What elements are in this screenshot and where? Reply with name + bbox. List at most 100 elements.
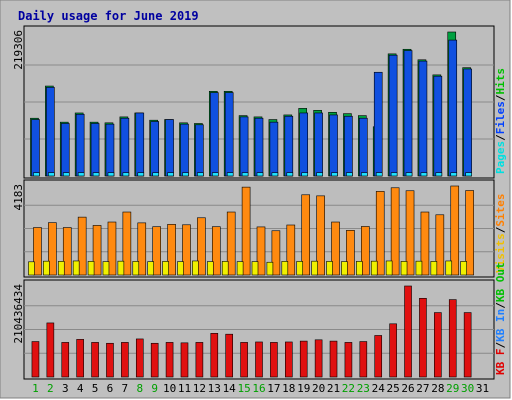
bar-kb-f-day-4 [76,339,84,378]
bar-sites-day-7 [122,211,132,276]
bar-sites-day-3 [62,227,72,276]
legend-entry: Sites [494,194,507,227]
bar-files-day-6 [105,123,115,177]
bar-files-day-10 [165,119,174,177]
x-tick-label: 14 [223,382,237,395]
bar-pages-day-25 [390,172,398,177]
bar-kb-f-day-5 [91,342,99,378]
bar-visits-day-7 [117,260,125,276]
bar-sites-day-26 [405,190,415,276]
legend-entry: Pages [494,141,507,174]
legend-entry: Files [494,101,507,134]
bar-pages-day-6 [107,172,115,177]
bar-pages-day-26 [405,172,413,177]
bar-pages-day-15 [241,172,249,177]
bar-visits-day-1 [28,261,35,276]
bar-files-day-25 [388,54,398,177]
bar-visits-day-19 [296,261,304,276]
bar-visits-day-2 [43,260,50,276]
x-tick-label: 9 [151,382,158,395]
bar-kb-f-day-13 [210,333,219,378]
x-tick-label: 25 [387,382,400,395]
bar-visits-day-29 [445,260,453,276]
x-tick-label: 31 [476,382,489,395]
bar-sites-day-24 [375,191,385,276]
x-tick-label: 17 [267,382,280,395]
bar-pages-day-2 [48,172,55,177]
bar-pages-day-5 [92,172,100,177]
x-tick-label: 12 [193,382,206,395]
bar-kb-f-day-2 [46,322,55,378]
bar-sites-day-9 [152,226,161,276]
bar-files-day-12 [195,124,204,177]
x-tick-label: 15 [237,382,250,395]
bar-visits-day-9 [147,261,154,276]
bar-sites-day-4 [77,216,87,276]
panel-bottom-legend: KB F/KB In/KB Out [494,262,507,375]
bar-visits-day-14 [221,261,229,276]
bar-files-day-21 [329,114,338,177]
bar-sites-day-6 [107,221,117,276]
bar-files-day-11 [180,123,189,177]
bar-kb-f-day-23 [359,341,368,378]
bar-visits-day-11 [177,261,184,276]
x-tick-label: 11 [178,382,191,395]
bar-pages-day-17 [271,172,279,177]
x-tick-label: 26 [401,382,414,395]
x-tick-label: 30 [461,382,474,395]
x-tick-label: 21 [327,382,340,395]
x-tick-label: 5 [92,382,99,395]
bar-kb-f-day-14 [225,333,233,378]
bar-sites-day-27 [420,211,430,276]
bar-sites-day-2 [48,222,57,276]
bar-kb-f-day-24 [374,335,383,378]
x-tick-label: 13 [208,382,221,395]
bar-visits-day-20 [311,260,318,276]
bar-pages-day-20 [316,172,323,177]
bar-files-day-2 [46,87,55,177]
x-tick-label: 16 [252,382,265,395]
x-tick-label: 27 [416,382,429,395]
bar-visits-day-24 [370,260,378,276]
bar-kb-f-day-28 [434,312,442,378]
bar-kb-f-day-19 [299,340,308,378]
bar-kb-f-day-17 [270,342,278,378]
bar-kb-f-day-15 [240,342,248,378]
bar-sites-day-11 [182,224,191,276]
bar-files-day-27 [418,60,428,177]
panel-bottom-ymax-label: 210436434 [12,284,25,344]
bar-visits-day-16 [251,261,259,276]
bar-files-day-5 [90,123,100,177]
bar-kb-f-day-21 [329,340,338,378]
bar-visits-day-27 [415,260,423,276]
bar-files-day-14 [224,92,234,177]
bar-sites-day-1 [33,227,42,276]
bar-files-day-24 [373,71,383,177]
bar-visits-day-4 [72,260,80,276]
bar-pages-day-1 [33,172,40,177]
bar-visits-day-28 [430,261,438,276]
bar-pages-day-28 [435,172,443,177]
bar-sites-day-22 [346,230,355,276]
bar-kb-f-day-27 [419,297,427,378]
bar-pages-day-9 [152,172,159,177]
bar-pages-day-10 [167,172,174,177]
bar-visits-day-6 [102,261,110,276]
panel-top-legend: Pages/Files/Hits [494,68,507,174]
bar-visits-day-30 [460,261,467,276]
bar-sites-day-5 [92,225,102,276]
bar-files-day-20 [314,112,323,177]
bar-sites-day-10 [167,224,176,276]
bar-sites-day-13 [211,226,221,276]
x-tick-label: 22 [342,382,355,395]
bar-files-day-17 [269,121,279,177]
bar-visits-day-22 [341,261,348,276]
bar-pages-day-21 [331,172,338,177]
bar-pages-day-22 [346,172,353,177]
bar-pages-day-4 [77,172,85,177]
bar-pages-day-13 [211,172,219,177]
bar-sites-day-28 [435,214,445,276]
legend-entry: Hits [494,68,507,95]
bar-visits-day-10 [162,261,169,276]
bar-visits-day-25 [385,260,393,276]
